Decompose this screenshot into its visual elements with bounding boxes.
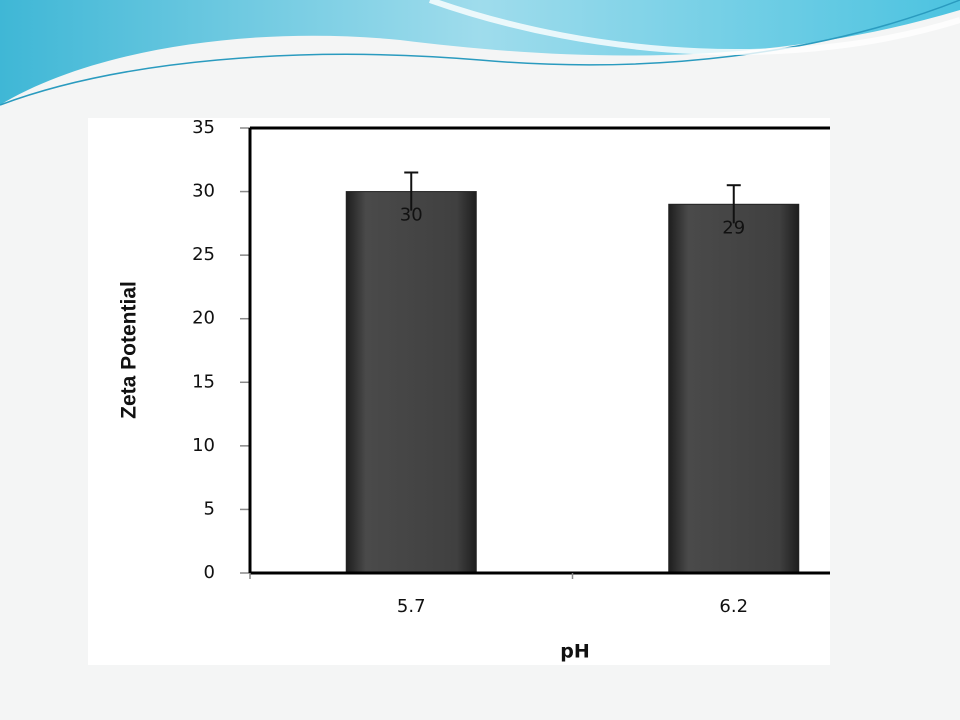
y-axis-label: Zeta Potential (118, 281, 141, 419)
header-wave (0, 0, 960, 105)
y-tick-label: 25 (192, 244, 215, 265)
bar (668, 203, 800, 574)
y-tick-label: 20 (192, 308, 215, 329)
header-wave-line (0, 0, 960, 106)
y-tick-label: 35 (192, 117, 215, 138)
value-label: 30 (400, 205, 423, 226)
x-tick-label: 6.2 (719, 596, 748, 617)
y-tick-label: 15 (192, 371, 215, 392)
y-tick-label: 10 (192, 435, 215, 456)
x-tick-label: 5.7 (397, 596, 426, 617)
y-tick-label: 30 (192, 181, 215, 202)
bar (345, 191, 477, 574)
value-label: 29 (722, 217, 745, 238)
plot: 30 29 (249, 126, 830, 579)
y-tick-label: 0 (204, 562, 215, 583)
header-wave-highlight (429, 0, 960, 55)
y-tick-label: 5 (204, 498, 215, 519)
x-axis-label: pH (560, 641, 590, 663)
